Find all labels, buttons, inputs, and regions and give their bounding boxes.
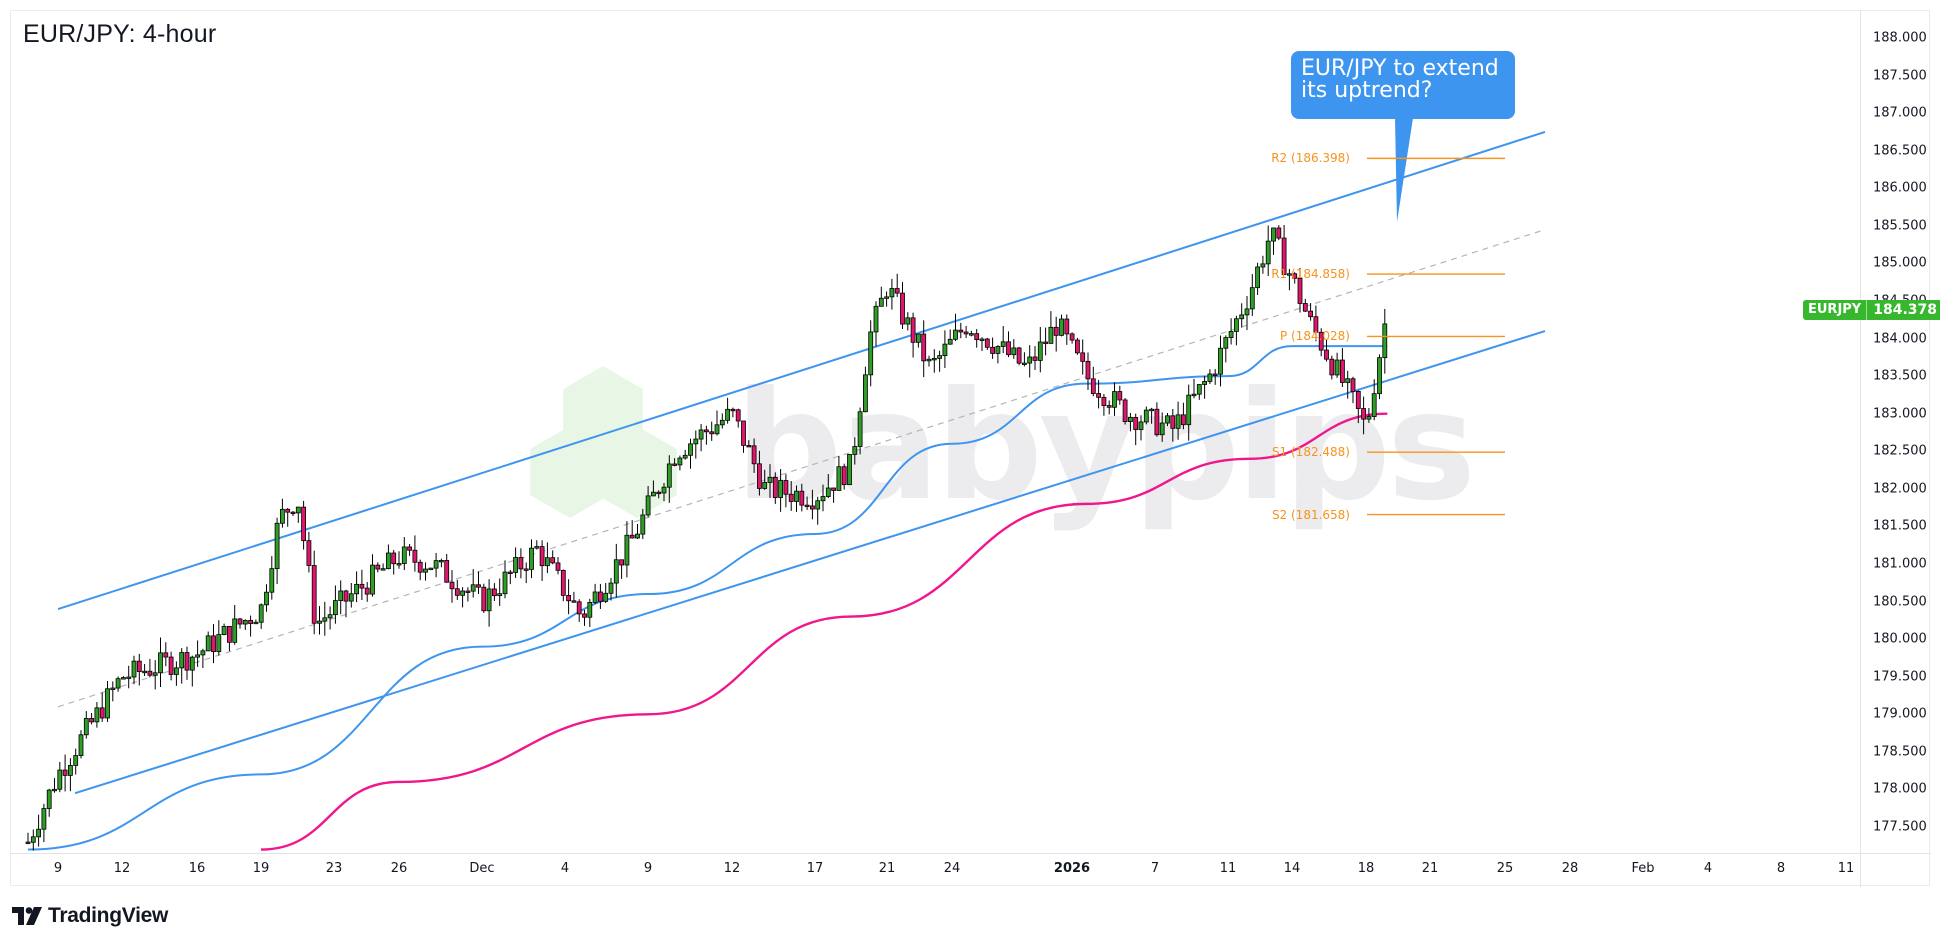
- time-tick: 12: [723, 861, 741, 876]
- pivot-label-r2: R2 (186.398): [1271, 151, 1350, 166]
- time-tick: 7: [1150, 861, 1160, 876]
- time-tick: 2026: [1053, 861, 1091, 876]
- pivot-label-r1: R1 (184.858): [1271, 267, 1350, 282]
- price-tick: 187.500: [1873, 68, 1927, 84]
- price-tick: 183.000: [1873, 406, 1927, 422]
- price-tick: 178.500: [1873, 744, 1927, 760]
- time-tick: 11: [1219, 861, 1237, 876]
- price-tick: 185.500: [1873, 218, 1927, 234]
- price-tick: 183.500: [1873, 368, 1927, 384]
- tradingview-logo[interactable]: TradingView: [12, 904, 168, 928]
- callout-pointer: [1395, 118, 1413, 222]
- price-tick: 182.000: [1873, 481, 1927, 497]
- time-tick: 19: [252, 861, 270, 876]
- time-tick: 18: [1357, 861, 1375, 876]
- chart-title: EUR/JPY: 4-hour: [23, 20, 217, 48]
- time-tick: 21: [878, 861, 896, 876]
- time-tick: 4: [1703, 861, 1713, 876]
- callout-line-2: its uptrend?: [1301, 78, 1433, 103]
- time-tick: 16: [188, 861, 206, 876]
- candlestick-series[interactable]: [25, 224, 1388, 851]
- pivot-label-s2: S2 (181.658): [1271, 507, 1350, 522]
- ema-100-line[interactable]: [27, 345, 1388, 851]
- time-tick: 21: [1421, 861, 1439, 876]
- price-tick: 177.500: [1873, 819, 1927, 835]
- price-tick: 180.000: [1873, 631, 1927, 647]
- last-price-value: 184.378: [1867, 300, 1940, 320]
- price-tick: 179.000: [1873, 706, 1927, 722]
- channel-upper-line[interactable]: [57, 130, 1546, 611]
- price-tick: 185.000: [1873, 255, 1927, 271]
- time-tick: 9: [53, 861, 63, 876]
- time-tick: 12: [113, 861, 131, 876]
- price-tick: 181.000: [1873, 556, 1927, 572]
- symbol-label: EURJPY: [1803, 300, 1868, 320]
- ema-200-line[interactable]: [260, 412, 1388, 851]
- time-tick: Feb: [1631, 861, 1655, 876]
- time-tick: 8: [1776, 861, 1786, 876]
- tradingview-wordmark: TradingView: [48, 904, 169, 927]
- time-tick: 9: [643, 861, 653, 876]
- price-tick: 184.000: [1873, 331, 1927, 347]
- time-axis[interactable]: [10, 853, 1860, 887]
- price-tick: 188.000: [1873, 30, 1927, 46]
- time-tick: 28: [1561, 861, 1579, 876]
- chart-frame: [10, 10, 1930, 886]
- callout-line-1: EUR/JPY to extend: [1301, 56, 1499, 81]
- price-tick: 180.500: [1873, 594, 1927, 610]
- channel-midline[interactable]: [57, 229, 1546, 708]
- price-tick: 182.500: [1873, 443, 1927, 459]
- last-price-badge: EURJPY 184.378: [1803, 300, 1940, 320]
- tradingview-mark-icon: [12, 907, 42, 925]
- price-tick: 186.000: [1873, 180, 1927, 196]
- price-axis[interactable]: [1860, 10, 1931, 853]
- time-tick: 17: [806, 861, 824, 876]
- time-tick: 14: [1283, 861, 1301, 876]
- time-tick: 24: [943, 861, 961, 876]
- price-tick: 181.500: [1873, 518, 1927, 534]
- pivot-label-p: P (184.028): [1279, 329, 1350, 344]
- price-tick: 187.000: [1873, 105, 1927, 121]
- price-tick: 179.500: [1873, 669, 1927, 685]
- time-tick: 25: [1496, 861, 1514, 876]
- channel-lower-line[interactable]: [74, 330, 1546, 795]
- time-tick: 26: [390, 861, 408, 876]
- annotation-callout[interactable]: EUR/JPY to extend its uptrend?: [1291, 51, 1515, 119]
- pivot-label-s1: S1 (182.488): [1271, 445, 1350, 460]
- time-tick: 11: [1837, 861, 1855, 876]
- price-tick: 186.500: [1873, 143, 1927, 159]
- babypips-hex-icon: [530, 366, 677, 518]
- axis-corner: [1860, 853, 1931, 887]
- time-tick: 4: [560, 861, 570, 876]
- price-tick: 178.000: [1873, 781, 1927, 797]
- time-tick: 23: [325, 861, 343, 876]
- time-tick: Dec: [469, 861, 495, 876]
